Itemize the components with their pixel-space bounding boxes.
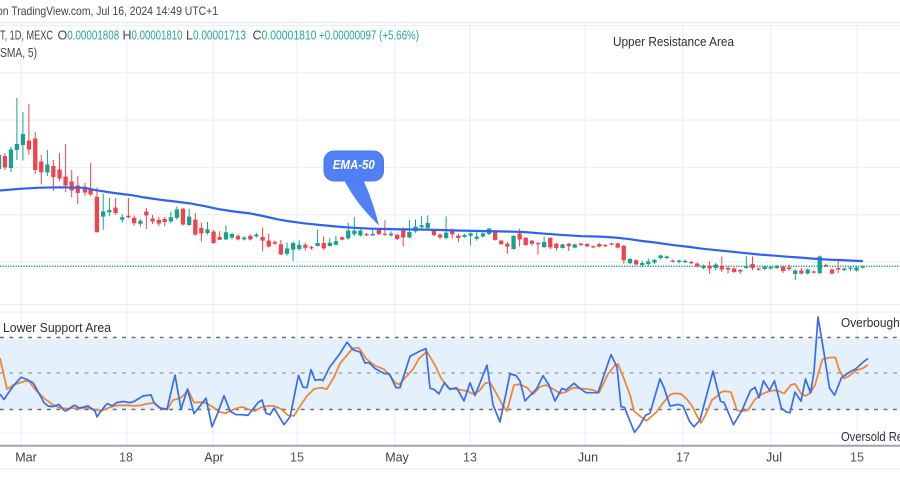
svg-text:17: 17 [676,451,690,465]
svg-text:on TradingView.com, Jul 16, 20: on TradingView.com, Jul 16, 2024 14:49 U… [0,4,218,18]
svg-text:SMA, 5): SMA, 5) [0,46,37,60]
svg-text:May: May [385,451,409,465]
svg-text:15: 15 [850,451,864,465]
svg-text:Upper Resistance Area: Upper Resistance Area [613,34,735,49]
svg-text:Mar: Mar [15,451,37,465]
svg-text:13: 13 [463,451,477,465]
svg-text:Apr: Apr [204,451,223,465]
svg-text:15: 15 [290,451,304,465]
svg-text:EMA-50: EMA-50 [333,157,376,172]
svg-text:Lower Support Area: Lower Support Area [3,320,112,335]
svg-text:18: 18 [119,451,133,465]
svg-text:Oversold Re: Oversold Re [841,429,900,444]
svg-text:Overbought: Overbought [841,315,900,330]
svg-text:Jul: Jul [766,451,782,465]
svg-text:Jun: Jun [578,451,598,465]
